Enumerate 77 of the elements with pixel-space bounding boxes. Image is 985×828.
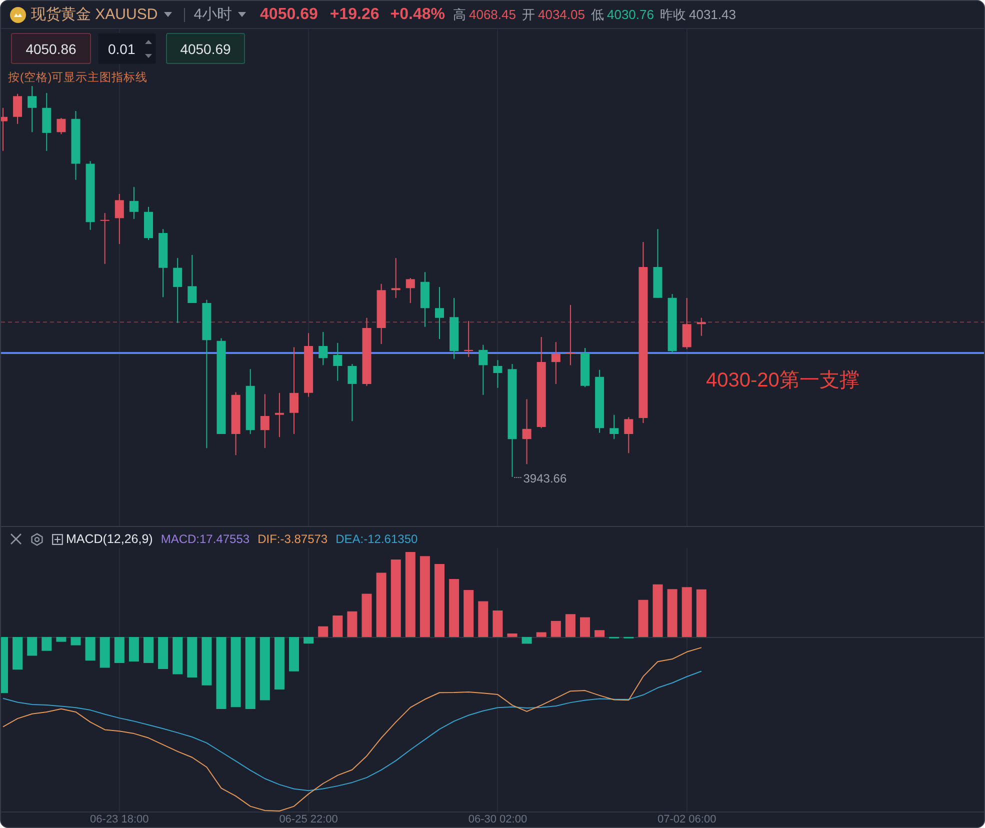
chart-title: 现货黄金 XAUUSD [31,5,158,24]
bar [667,589,678,637]
bar [362,594,372,637]
bar [114,636,124,664]
bar [70,636,81,646]
bar [187,636,198,678]
bar [594,630,605,637]
text: +19.26 [330,6,380,24]
candlestick [100,213,110,264]
bar [230,636,241,708]
bar [245,636,256,709]
chart-subtitle: 4小时 [194,5,232,24]
bar [85,636,96,661]
bar [260,636,270,700]
bar [434,564,444,637]
bar [682,587,692,637]
bar [376,572,386,637]
bar [216,636,226,709]
bar [27,636,38,656]
bar [172,636,183,674]
bar [390,559,401,637]
annotation: 3943.66 [523,471,567,486]
bar [318,626,328,637]
bar [274,636,284,690]
bar [289,636,299,672]
bar [202,636,212,686]
bar [420,556,430,637]
bar [158,636,168,669]
bar [638,600,648,637]
x-tick-label: 07-02 06:00 [657,814,716,826]
x-tick-label: 06-30 02:00 [468,814,528,826]
bar [12,636,23,670]
text: 4050.69 [260,6,318,24]
chart-title: MACD(12,26,9) [66,532,153,546]
price-field: 4050.86 [11,33,91,64]
text: MACD:17.47553 [160,532,250,546]
bar [449,578,460,637]
candlestick [566,304,575,366]
price-field: 4050.69 [166,33,245,64]
bar [536,632,546,637]
bar [696,589,706,637]
text: 4034.05 [538,7,585,22]
bar [652,584,663,637]
text: DIF:-3.87573 [258,532,328,546]
text: +0.48% [390,6,445,24]
bar [522,636,532,644]
ref-line-label: 4030-20第一支撑 [706,370,860,392]
bar [580,617,590,637]
text: 昨收 [660,6,686,24]
text: 低 [590,6,604,24]
text: 开 [522,6,535,24]
bar [492,610,503,637]
bar [144,636,154,664]
bar [332,616,343,637]
bar [507,633,518,637]
bar [405,552,416,637]
bar [565,614,576,637]
bar [128,636,139,662]
text: DEA:-12.61350 [336,532,418,546]
bar [550,620,561,637]
bar [42,636,52,651]
bar [304,636,314,644]
text: 高 [452,6,466,24]
text: 4030.76 [606,7,654,22]
bar [56,636,66,642]
bar [100,636,110,668]
bar [347,611,358,637]
candlestick [274,392,284,438]
bar [478,601,488,637]
text: 4068.45 [468,7,516,22]
x-tick-label: 06-25 22:00 [279,814,338,826]
bar [464,590,474,637]
text: 4031.43 [688,7,736,22]
quantity-field: 0.01 [98,33,156,64]
x-tick-label: 06-23 18:00 [90,814,149,826]
candlestick [391,258,400,298]
text: 按(空格)可显示主图指标线 [8,70,148,85]
